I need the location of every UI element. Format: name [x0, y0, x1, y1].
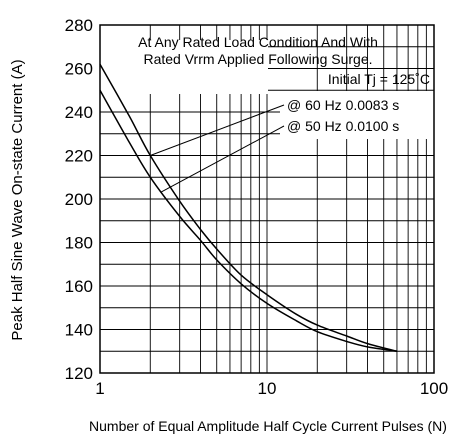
legend-box — [280, 91, 435, 139]
y-tick-label: 240 — [65, 103, 93, 122]
annotation-line-3: Initial Tj = 125˚C — [328, 71, 430, 87]
series-line-50hz — [99, 89, 398, 353]
leader-line-60hz — [150, 104, 285, 156]
annotation-box — [96, 40, 268, 94]
y-tick-label: 200 — [65, 190, 93, 209]
y-tick-label: 140 — [65, 321, 93, 340]
x-axis-label: Number of Equal Amplitude Half Cycle Cur… — [89, 418, 447, 434]
x-tick-label: 10 — [258, 379, 277, 398]
plot-frame — [99, 24, 435, 374]
series-lines — [99, 63, 398, 353]
x-tick-label: 100 — [420, 379, 448, 398]
annotation-line-2: Rated Vrrm Applied Following Surge. — [143, 51, 372, 67]
x-tick-label: 1 — [95, 379, 104, 398]
legend-leader-lines — [150, 104, 285, 193]
y-tick-label: 160 — [65, 277, 93, 296]
y-axis-label: Peak Half Sine Wave On-state Current (A) — [9, 59, 26, 340]
y-tick-label: 120 — [65, 364, 93, 383]
y-tick-label: 260 — [65, 60, 93, 79]
y-tick-label: 180 — [65, 234, 93, 253]
leader-line-50hz — [160, 125, 285, 193]
series-line-60hz — [99, 63, 398, 353]
legend-label-50hz: @ 50 Hz 0.0100 s — [287, 118, 399, 134]
annotation-line-1: At Any Rated Load Condition And With — [138, 34, 378, 50]
legend-label-60hz: @ 60 Hz 0.0083 s — [287, 97, 399, 113]
y-tick-label: 280 — [65, 16, 93, 35]
tick-labels: 120 140 160 180 200 220 240 260 280 1 10 100 — [65, 16, 449, 398]
y-tick-label: 220 — [65, 147, 93, 166]
